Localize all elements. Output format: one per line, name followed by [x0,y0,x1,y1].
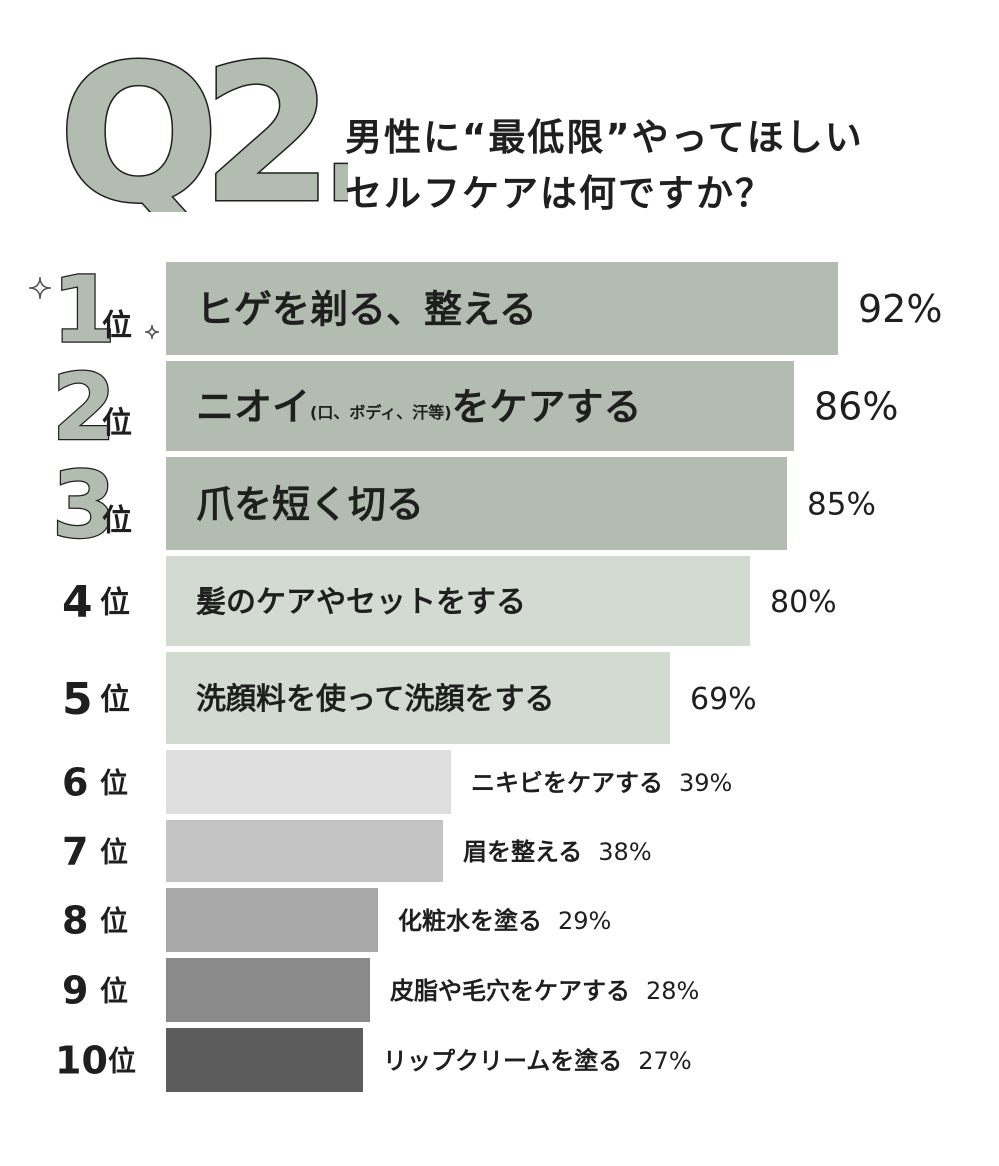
q2-badge-graphic: Q2. [58,52,348,212]
question-title: 男性に“最低限”やってほしい セルフケアは何ですか？ [345,110,965,222]
bar-label-main-3: 爪を短く切る [196,483,424,527]
bar-label-3: 爪を短く切る [196,483,424,527]
value-label-7: 38% [598,838,651,866]
rank-number-8: 8 [62,899,88,943]
value-label-5: 69% [690,682,757,717]
bar-label-main-10: リップクリームを塗る [383,1047,622,1075]
bar-label-tail-2: をケアする [452,385,642,429]
rank-suffix-2: 位 [102,406,132,441]
bar-label-main-4: 髪のケアやセットをする [195,585,526,620]
value-label-9: 28% [646,977,699,1005]
bar-label-7: 眉を整える [463,838,582,866]
sparkle-icon-left [28,276,52,300]
bar-2 [166,361,794,451]
rank-number-4: 4 [62,577,93,628]
value-label-3: 85% [807,487,876,523]
bar-label-main-5: 洗顔料を使って洗顔をする [196,682,555,717]
bar-label-8: 化粧水を塗る [398,907,542,935]
bar-label-main-8: 化粧水を塗る [398,907,542,935]
rank-number-10: 10 [55,1039,108,1083]
value-label-8: 29% [558,907,611,935]
rank-suffix-7: 位 [100,836,128,869]
rank-suffix-5: 位 [100,682,130,717]
value-label-2: 86% [814,385,898,429]
rank-suffix-1: 位 [102,309,132,344]
bar-3 [166,457,787,550]
question-line-2: セルフケアは何ですか？ [345,172,774,215]
bar-label-note-2: (口、ボディ、汗等) [310,403,452,422]
bar-9 [166,958,370,1022]
rank-number-1: 1 [52,257,116,364]
bar-label-main-1: ヒゲを剃る、整える [196,288,537,332]
q2-badge-text: Q2. [58,52,348,212]
rank-number-6: 6 [62,761,88,805]
value-label-1: 92% [858,287,942,331]
bar-label-main-2: ニオイ [196,385,310,429]
rank-suffix-3: 位 [102,504,132,539]
rank-number-7: 7 [62,830,88,874]
bar-6 [166,750,451,814]
rank-suffix-9: 位 [100,975,128,1008]
rank-number-9: 9 [62,969,88,1013]
value-label-10: 27% [638,1047,691,1075]
bar-1 [166,262,838,355]
rank-number-5: 5 [62,674,93,725]
bar-label-4: 髪のケアやセットをする [195,585,526,620]
bar-7 [166,820,443,882]
rank-number-3: 3 [52,452,116,559]
bar-label-5: 洗顔料を使って洗顔をする [196,682,555,717]
bar-5 [166,652,670,744]
bar-label-10: リップクリームを塗る [383,1047,622,1075]
sparkle-icon-right [144,324,160,340]
bar-10 [166,1028,363,1092]
value-label-4: 80% [770,585,837,620]
rank-suffix-8: 位 [100,905,128,938]
rank-number-2: 2 [52,354,116,461]
bar-label-6: ニキビをケアする [471,769,663,797]
value-label-6: 39% [679,769,732,797]
bar-label-main-7: 眉を整える [463,838,582,866]
bar-label-main-9: 皮脂や毛穴をケアする [390,977,630,1005]
question-badge: Q2. [58,52,348,212]
bar-8 [166,888,378,952]
rank-suffix-6: 位 [100,767,128,800]
bar-label-2: ニオイ(口、ボディ、汗等)をケアする [196,385,642,429]
bar-label-1: ヒゲを剃る、整える [196,288,537,332]
rank-suffix-4: 位 [100,585,130,620]
bar-label-main-6: ニキビをケアする [471,769,663,797]
question-line-1: 男性に“最低限”やってほしい [345,116,864,159]
rank-suffix-10: 位 [108,1045,136,1078]
bar-4 [166,556,750,646]
bar-label-9: 皮脂や毛穴をケアする [390,977,630,1005]
